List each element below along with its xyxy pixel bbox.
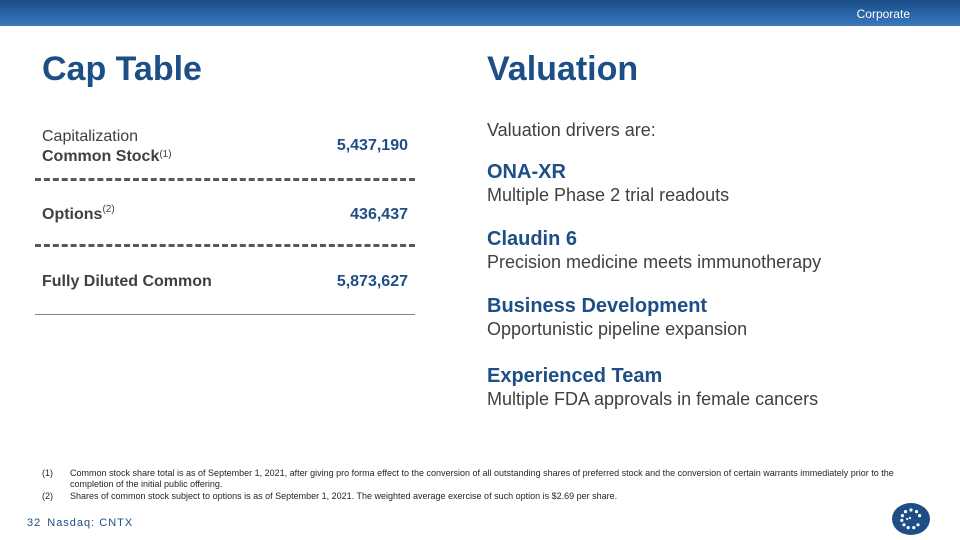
footnote-text: Common stock share total is as of Septem… (70, 468, 894, 489)
footnote: (2) Shares of common stock subject to op… (42, 491, 922, 503)
driver-heading: ONA-XR (487, 161, 566, 183)
dashed-divider (35, 244, 415, 247)
footnote-ref: (2) (102, 204, 115, 215)
driver-text: Opportunistic pipeline expansion (487, 319, 748, 339)
cap-row-fully-diluted: Fully Diluted Common 5,873,627 (42, 273, 408, 293)
header-bar: Corporate (0, 0, 960, 26)
valuation-intro: Valuation drivers are: (487, 120, 656, 140)
driver-text: Multiple FDA approvals in female cancers (487, 389, 819, 409)
footnote: (1) Common stock share total is as of Se… (42, 468, 922, 492)
driver-heading: Business Development (487, 295, 708, 317)
cap-row-label-line2: Common Stock (42, 148, 160, 165)
dashed-divider (35, 178, 415, 181)
cap-row-value: 5,437,190 (336, 137, 408, 154)
driver-text: Precision medicine meets immunotherapy (487, 252, 822, 272)
table-bottom-rule (35, 314, 415, 315)
cap-row-label: Capitalization Common Stock(1) (42, 127, 172, 167)
valuation-title: Valuation (487, 50, 639, 88)
cap-row-value: 5,873,627 (336, 273, 408, 290)
driver-heading: Experienced Team (487, 365, 663, 387)
page-number: 32 (27, 517, 42, 529)
cap-table-title: Cap Table (42, 50, 202, 88)
cap-row-label: Fully Diluted Common (42, 273, 212, 291)
cap-row-label-text: Fully Diluted Common (42, 273, 212, 290)
cap-row-common-stock: Capitalization Common Stock(1) 5,437,190 (42, 127, 408, 167)
footer: 32 Nasdaq: CNTX (27, 517, 139, 529)
logo-dots (900, 508, 922, 530)
ticker: Nasdaq: CNTX (47, 517, 134, 529)
footnote-number: (2) (42, 491, 53, 501)
cap-row-label-text: Options (42, 206, 103, 223)
footnote-ref: (1) (159, 149, 172, 160)
driver-heading: Claudin 6 (487, 228, 578, 250)
cap-row-options: Options(2) 436,437 (42, 204, 408, 226)
footnote-number: (1) (42, 468, 53, 478)
section-label: Corporate (856, 7, 910, 21)
cap-row-label-line1: Capitalization (42, 128, 139, 145)
footnote-text: Shares of common stock subject to option… (70, 491, 618, 501)
cap-row-value: 436,437 (350, 206, 408, 223)
company-logo-icon (892, 503, 930, 535)
cap-row-label: Options(2) (42, 204, 115, 224)
driver-text: Multiple Phase 2 trial readouts (487, 185, 730, 205)
